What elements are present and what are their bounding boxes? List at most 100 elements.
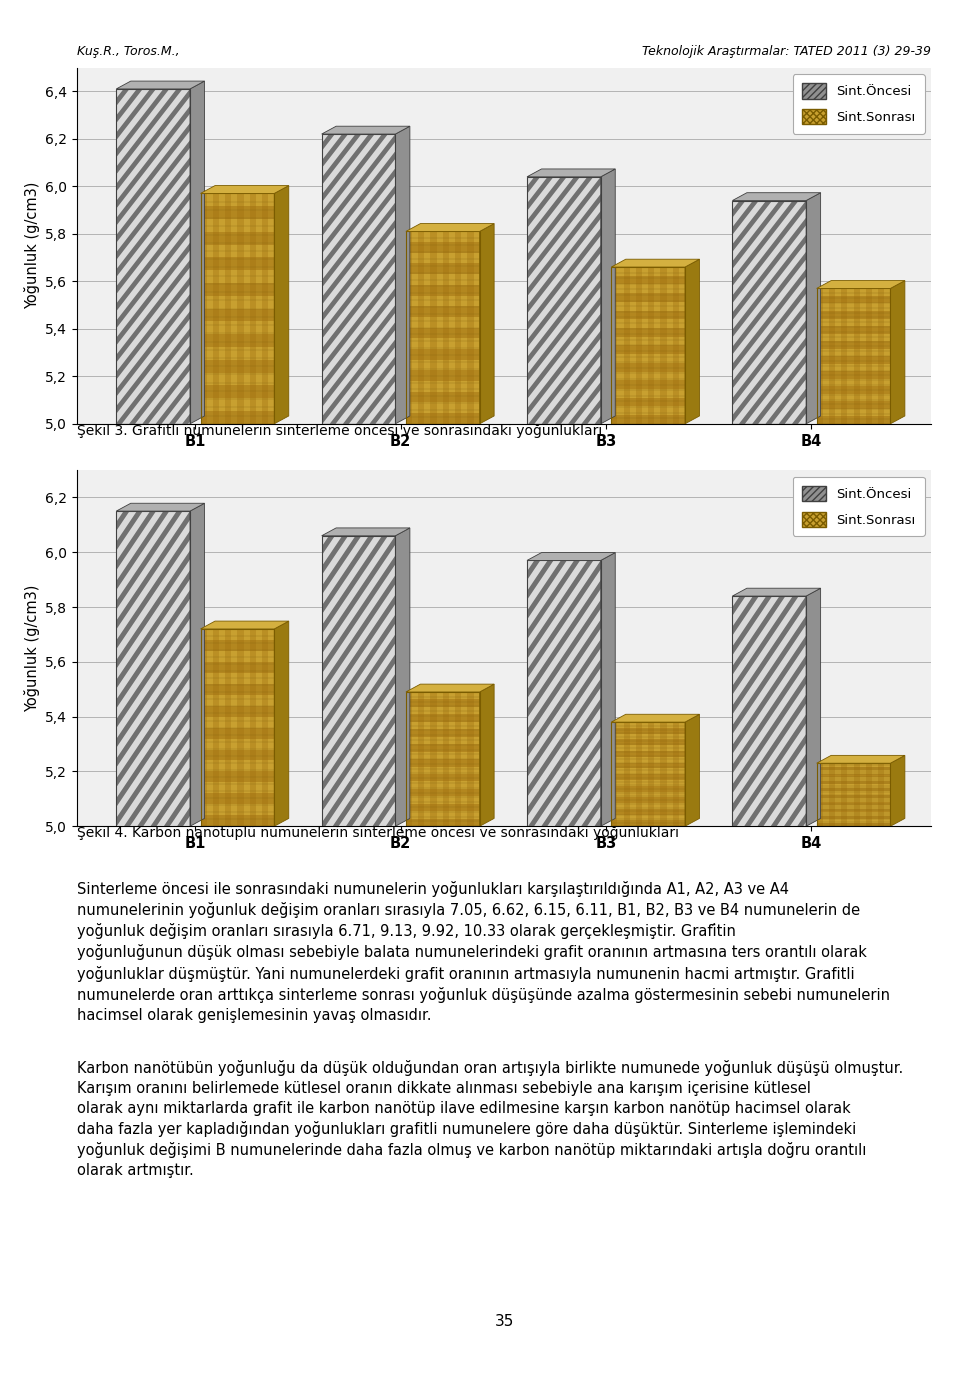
- Polygon shape: [348, 561, 535, 826]
- Polygon shape: [259, 536, 462, 826]
- Y-axis label: Yoğunluk (g/cm3): Yoğunluk (g/cm3): [24, 585, 39, 712]
- Legend: Sint.Öncesi, Sint.Sonrası: Sint.Öncesi, Sint.Sonrası: [793, 477, 924, 536]
- Polygon shape: [612, 293, 685, 301]
- Polygon shape: [784, 200, 960, 424]
- Polygon shape: [527, 553, 615, 561]
- Polygon shape: [401, 177, 601, 424]
- Polygon shape: [561, 177, 760, 424]
- Polygon shape: [95, 88, 363, 424]
- Polygon shape: [430, 692, 437, 826]
- Polygon shape: [574, 177, 773, 424]
- Polygon shape: [362, 134, 594, 424]
- Polygon shape: [521, 177, 720, 424]
- Polygon shape: [201, 193, 275, 424]
- Polygon shape: [229, 134, 462, 424]
- Polygon shape: [817, 781, 890, 784]
- Polygon shape: [70, 134, 302, 424]
- Polygon shape: [406, 328, 480, 339]
- Polygon shape: [627, 561, 813, 826]
- Polygon shape: [578, 596, 740, 826]
- Y-axis label: Yoğunluk (g/cm3): Yoğunluk (g/cm3): [24, 182, 39, 310]
- Polygon shape: [843, 596, 960, 826]
- Polygon shape: [817, 326, 890, 333]
- Polygon shape: [262, 193, 268, 424]
- Polygon shape: [612, 260, 700, 267]
- Polygon shape: [97, 134, 329, 424]
- Polygon shape: [228, 88, 495, 424]
- Polygon shape: [817, 357, 890, 363]
- Polygon shape: [123, 134, 355, 424]
- Polygon shape: [352, 536, 555, 826]
- Polygon shape: [468, 134, 701, 424]
- Polygon shape: [0, 88, 137, 424]
- Polygon shape: [396, 528, 410, 826]
- Polygon shape: [617, 596, 780, 826]
- Polygon shape: [213, 193, 219, 424]
- Polygon shape: [612, 786, 685, 792]
- Polygon shape: [494, 177, 693, 424]
- Polygon shape: [246, 536, 448, 826]
- Polygon shape: [289, 511, 509, 826]
- Polygon shape: [136, 134, 369, 424]
- Polygon shape: [406, 692, 480, 826]
- Polygon shape: [904, 200, 960, 424]
- Polygon shape: [122, 88, 389, 424]
- Polygon shape: [201, 749, 275, 760]
- Polygon shape: [406, 413, 480, 424]
- Polygon shape: [667, 561, 852, 826]
- Polygon shape: [375, 134, 608, 424]
- Polygon shape: [175, 88, 442, 424]
- Polygon shape: [612, 398, 685, 406]
- Polygon shape: [322, 561, 508, 826]
- Polygon shape: [468, 231, 473, 424]
- Polygon shape: [527, 169, 615, 177]
- Polygon shape: [654, 561, 840, 826]
- Polygon shape: [201, 232, 275, 245]
- Polygon shape: [612, 821, 685, 826]
- Polygon shape: [37, 511, 256, 826]
- Polygon shape: [113, 536, 316, 826]
- Polygon shape: [415, 561, 601, 826]
- Polygon shape: [201, 308, 275, 322]
- Polygon shape: [561, 561, 747, 826]
- Polygon shape: [636, 723, 642, 826]
- Polygon shape: [143, 511, 363, 826]
- Polygon shape: [626, 200, 806, 424]
- Polygon shape: [130, 511, 349, 826]
- Polygon shape: [495, 134, 727, 424]
- Polygon shape: [110, 134, 342, 424]
- Polygon shape: [811, 200, 960, 424]
- Polygon shape: [853, 763, 859, 826]
- Polygon shape: [201, 206, 275, 218]
- Polygon shape: [612, 363, 685, 372]
- Polygon shape: [201, 684, 275, 695]
- Polygon shape: [302, 511, 521, 826]
- Polygon shape: [817, 763, 890, 826]
- Polygon shape: [348, 134, 581, 424]
- Polygon shape: [201, 706, 275, 717]
- Polygon shape: [612, 267, 685, 424]
- Polygon shape: [201, 640, 275, 651]
- Polygon shape: [710, 596, 873, 826]
- Polygon shape: [243, 134, 475, 424]
- Polygon shape: [193, 536, 396, 826]
- Polygon shape: [406, 307, 480, 316]
- Polygon shape: [401, 561, 588, 826]
- Polygon shape: [190, 82, 204, 424]
- Polygon shape: [0, 88, 177, 424]
- Polygon shape: [624, 723, 630, 826]
- Polygon shape: [694, 177, 893, 424]
- Polygon shape: [442, 561, 627, 826]
- Polygon shape: [471, 536, 674, 826]
- Polygon shape: [443, 692, 449, 826]
- Polygon shape: [430, 231, 437, 424]
- Polygon shape: [817, 822, 890, 826]
- Polygon shape: [841, 289, 848, 424]
- Polygon shape: [201, 386, 275, 398]
- Polygon shape: [406, 684, 494, 692]
- Polygon shape: [660, 723, 666, 826]
- Polygon shape: [0, 511, 204, 826]
- Polygon shape: [817, 815, 890, 820]
- Polygon shape: [127, 536, 329, 826]
- Polygon shape: [546, 200, 727, 424]
